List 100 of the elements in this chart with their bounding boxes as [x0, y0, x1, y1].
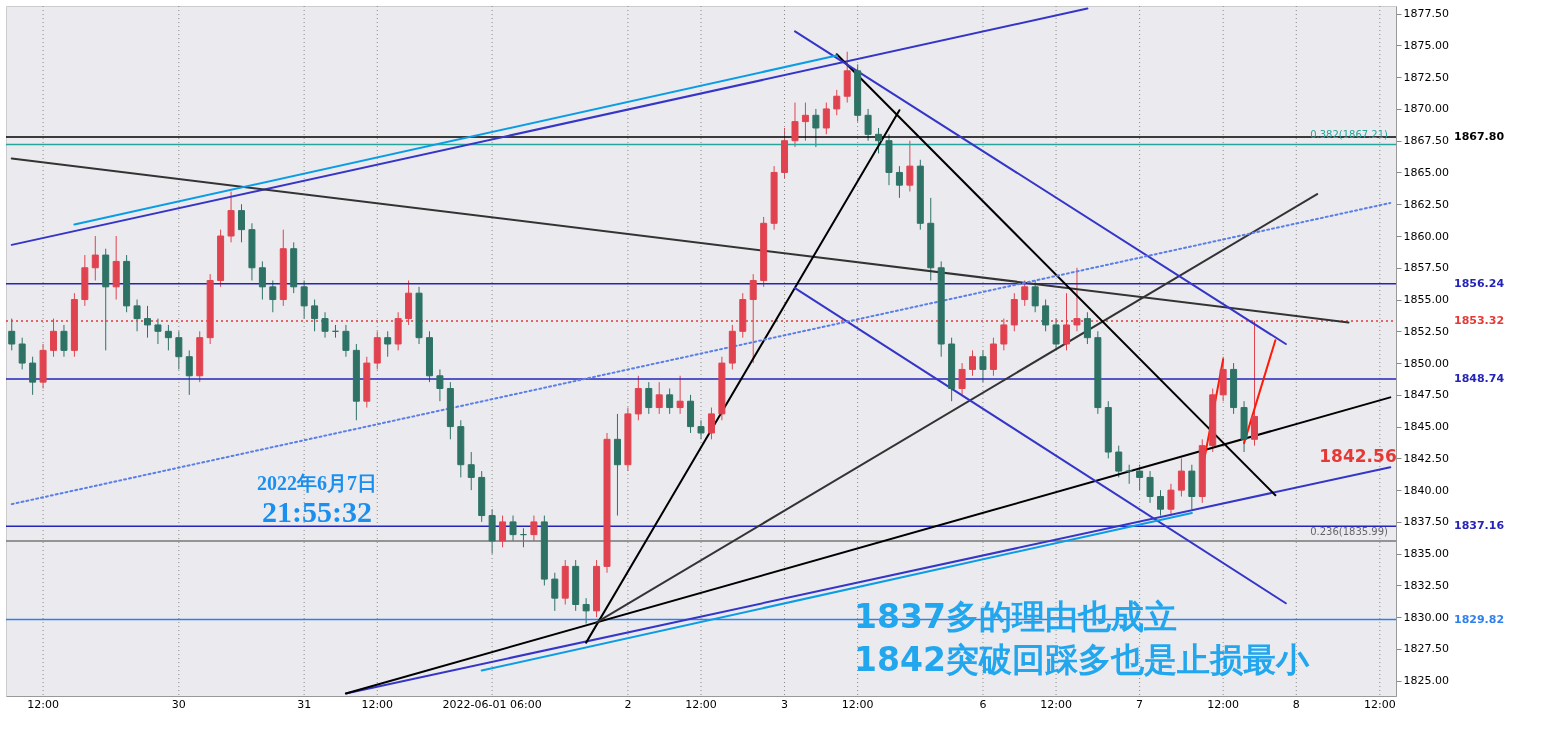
candlestick — [1167, 483, 1175, 517]
ref-line-label: 1856.24 — [1454, 276, 1505, 290]
y-tick-label: 1830.00 — [1403, 610, 1449, 624]
candlestick — [666, 387, 674, 415]
x-tick-label: 31 — [297, 697, 312, 711]
candlestick — [1073, 267, 1081, 332]
x-tick-label: 30 — [171, 697, 186, 711]
candlestick — [154, 318, 162, 345]
y-tick-label: 1852.50 — [1403, 324, 1449, 338]
candlestick — [1125, 464, 1133, 485]
x-tick-label: 3 — [781, 697, 789, 711]
candlestick — [979, 349, 987, 383]
candlestick — [676, 375, 684, 415]
x-tick-label: 12:00 — [361, 697, 394, 711]
candlestick — [655, 381, 663, 415]
candlestick — [822, 102, 830, 135]
y-tick-label: 1867.50 — [1403, 134, 1449, 148]
candlestick — [60, 324, 68, 358]
y-tick-label: 1825.00 — [1403, 674, 1449, 688]
y-tick-label: 1860.00 — [1403, 229, 1449, 243]
x-tick-label: 7 — [1136, 697, 1144, 711]
candlestick — [1052, 318, 1060, 351]
ref-line-label: 1829.82 — [1454, 612, 1505, 626]
y-tick-label: 1857.50 — [1403, 261, 1449, 275]
candlestick — [969, 349, 977, 377]
y-tick-label: 1840.00 — [1403, 483, 1449, 497]
candlestick — [1042, 299, 1050, 332]
candlestick — [1063, 292, 1071, 351]
candlestick — [499, 515, 507, 548]
annotation: 0.236(1835.99) — [1310, 526, 1389, 538]
x-tick-label: 2022-06-01 06:00 — [442, 697, 542, 711]
candlestick — [749, 273, 757, 364]
candlestick — [300, 279, 308, 320]
candlestick — [1083, 311, 1091, 345]
candlestick — [8, 318, 16, 351]
candlestick — [530, 515, 538, 542]
candlestick — [1177, 457, 1185, 497]
candlestick — [645, 381, 653, 415]
candlestick — [50, 318, 58, 358]
candlestick — [697, 419, 705, 440]
candlestick — [1031, 279, 1039, 313]
x-tick-label: 12:00 — [1040, 697, 1072, 711]
candlestick — [238, 203, 245, 243]
x-tick-label: 6 — [979, 697, 987, 711]
candlestick — [906, 140, 914, 193]
candlestick — [791, 102, 799, 148]
candlestick — [185, 349, 193, 396]
candlestick — [864, 108, 872, 142]
candlestick — [812, 108, 820, 148]
candlestick — [384, 330, 392, 358]
annotation: 21:55:32 — [262, 495, 372, 528]
candlestick — [321, 311, 329, 339]
x-tick-label: 12:00 — [841, 697, 874, 711]
candlestick — [1021, 279, 1029, 307]
x-tick-label: 12:00 — [27, 697, 59, 711]
x-tick-label: 8 — [1292, 697, 1300, 711]
x-tick-label: 12:00 — [685, 697, 717, 711]
x-tick-label: 2 — [624, 697, 632, 711]
y-tick-label: 1827.50 — [1403, 642, 1449, 656]
ref-line-label: 1837.16 — [1454, 519, 1505, 533]
candlestick — [509, 515, 517, 542]
x-tick-label: 12:00 — [1207, 697, 1240, 711]
y-tick-label: 1865.00 — [1403, 165, 1449, 179]
candlestick — [258, 260, 266, 301]
candlestick — [175, 330, 183, 370]
candlestick — [436, 368, 444, 402]
y-tick-label: 1850.00 — [1403, 356, 1449, 370]
candlestick — [1000, 318, 1008, 351]
annotation: 1842突破回踩多也是止损最小 — [854, 640, 1310, 679]
y-tick-label: 1832.50 — [1403, 578, 1449, 592]
candlestick — [707, 407, 715, 440]
y-tick-label: 1835.00 — [1403, 547, 1449, 561]
y-tick-label: 1845.00 — [1403, 420, 1449, 434]
candlestick — [269, 279, 277, 313]
candlestick — [958, 362, 966, 396]
candlestick — [833, 89, 841, 116]
ref-line-label: 1867.80 — [1454, 129, 1505, 143]
candlestick — [801, 102, 809, 142]
candlestick — [133, 299, 141, 332]
y-tick-label: 1877.50 — [1403, 7, 1449, 21]
annotation: 2022年6月7日 — [257, 472, 377, 494]
candlestick — [467, 451, 475, 491]
candlestick — [1136, 464, 1144, 491]
candlestick — [91, 235, 99, 281]
candlestick — [144, 305, 152, 339]
candlestick — [18, 337, 26, 370]
annotation: 1842.56 — [1319, 446, 1397, 466]
x-tick-label: 12:00 — [1363, 697, 1396, 711]
y-tick-label: 1842.50 — [1403, 451, 1449, 465]
candlestick — [1157, 489, 1164, 517]
candlestick — [1250, 320, 1258, 447]
candlestick — [342, 324, 350, 358]
y-tick-label: 1870.00 — [1403, 102, 1449, 116]
y-tick-label: 1837.50 — [1403, 515, 1449, 529]
y-tick-label: 1847.50 — [1403, 388, 1449, 402]
candlestick — [311, 299, 319, 332]
y-tick-label: 1862.50 — [1403, 197, 1449, 211]
candlestick — [875, 127, 883, 154]
candlestick — [895, 165, 903, 199]
ref-line-label: 1848.74 — [1454, 372, 1505, 386]
